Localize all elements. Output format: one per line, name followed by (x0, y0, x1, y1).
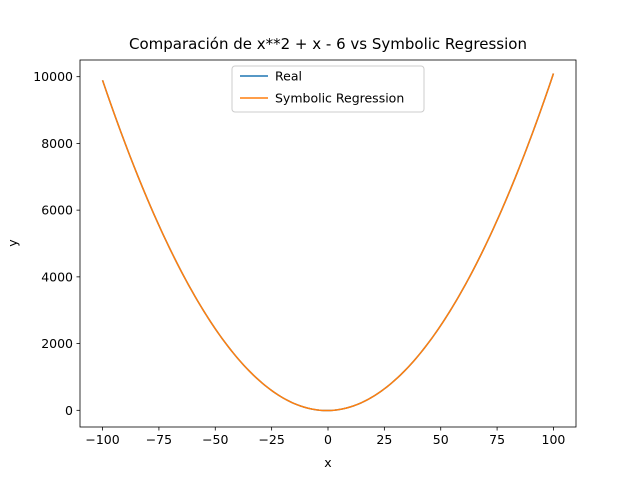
x-tick-label: 50 (433, 432, 449, 447)
legend-label: Real (275, 69, 302, 84)
y-tick-label: 6000 (41, 203, 73, 218)
legend-box (231, 65, 425, 113)
series-layer (101, 73, 555, 412)
y-tick-label: 8000 (41, 136, 73, 151)
y-tick-label: 2000 (41, 336, 73, 351)
y-tick-label: 4000 (41, 269, 73, 284)
legend: Real Symbolic Regression (231, 65, 425, 113)
x-axis-label: x (324, 455, 331, 470)
x-tick-label: −25 (258, 432, 284, 447)
x-tick-label: 75 (489, 432, 505, 447)
x-tick-label: 100 (542, 432, 566, 447)
legend-label: Symbolic Regression (275, 91, 404, 106)
x-tick-label: −100 (85, 432, 119, 447)
x-tick-label: −50 (202, 432, 228, 447)
x-tick-label: −75 (146, 432, 172, 447)
y-tick-label: 10000 (33, 69, 73, 84)
x-tick-label: 25 (376, 432, 392, 447)
chart-title: Comparación de x**2 + x - 6 vs Symbolic … (129, 35, 527, 53)
axes-layer: −100 −75 −50 −25 0 25 50 75 100 0 2000 4000 6000 8000… (33, 59, 577, 447)
series-line-symbolic-regression (101, 73, 555, 412)
y-axis-label: y (5, 239, 20, 247)
y-tick-label: 0 (65, 403, 73, 418)
x-tick-label: 0 (324, 432, 332, 447)
